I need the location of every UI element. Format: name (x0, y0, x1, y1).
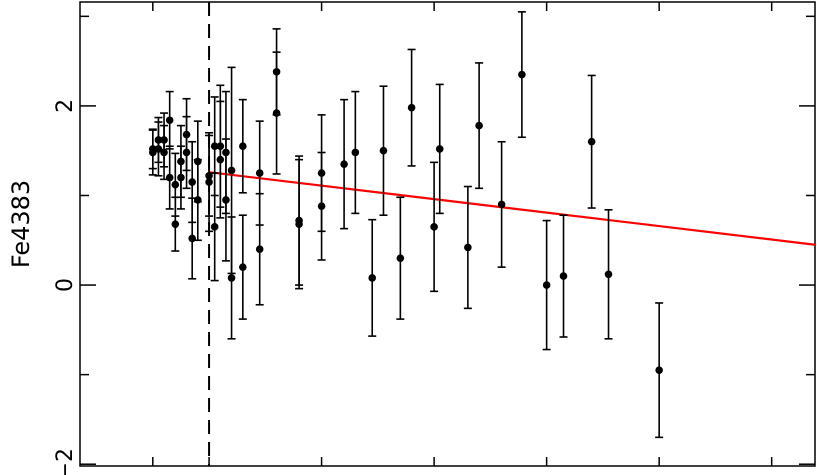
data-point (295, 158, 304, 290)
ytick-label: 2 (53, 99, 78, 113)
data-point (407, 48, 416, 167)
data-point (655, 302, 664, 439)
point-marker (351, 148, 360, 157)
point-marker (587, 137, 596, 146)
data-point (559, 214, 568, 338)
point-marker (396, 254, 405, 262)
data-point (340, 98, 349, 230)
point-marker (210, 223, 219, 231)
point-marker (604, 270, 613, 279)
point-marker (464, 243, 472, 252)
data-point (435, 83, 444, 215)
point-marker (165, 173, 174, 182)
data-point (176, 145, 185, 210)
point-marker (407, 103, 416, 112)
point-marker (227, 274, 236, 282)
point-marker (160, 148, 168, 157)
point-marker (194, 196, 202, 204)
point-marker (317, 202, 326, 211)
point-marker (177, 173, 185, 182)
data-point (255, 192, 264, 306)
point-marker (210, 142, 219, 151)
point-marker (340, 160, 348, 168)
data-point (379, 85, 388, 216)
data-point (193, 158, 202, 242)
point-marker (435, 145, 444, 153)
data-point (497, 140, 506, 268)
point-marker (188, 178, 196, 186)
data-point (351, 90, 360, 215)
ytick-label: −2 (53, 448, 78, 475)
point-marker (255, 169, 264, 177)
data-point (517, 11, 526, 139)
fit-line (208, 171, 816, 246)
point-marker (475, 121, 483, 130)
point-marker (227, 166, 236, 175)
ytick-label: 0 (53, 278, 78, 292)
point-marker (379, 146, 388, 155)
point-marker (559, 272, 568, 280)
data-points (148, 11, 664, 439)
point-marker (430, 223, 438, 231)
data-point (463, 185, 472, 310)
axis-labels: −2 0 2 Fe4383 (7, 99, 78, 475)
data-point (475, 62, 484, 190)
plot-frame (79, 1, 816, 467)
point-marker (188, 234, 196, 243)
point-marker (497, 200, 506, 209)
plot-border (79, 1, 816, 467)
axis-ticks (80, 2, 815, 466)
data-point (154, 121, 163, 177)
point-marker (205, 178, 213, 186)
linear-fit-line (208, 171, 816, 246)
data-point (227, 216, 236, 340)
data-point (165, 145, 174, 210)
data-point (317, 151, 326, 261)
data-point (430, 161, 439, 293)
data-point (160, 124, 169, 181)
point-marker (295, 220, 303, 228)
data-point (210, 172, 219, 282)
point-marker (165, 116, 174, 125)
data-point (604, 209, 613, 340)
point-marker (239, 142, 247, 151)
data-point (188, 197, 197, 280)
point-marker (171, 220, 180, 228)
data-point (396, 196, 405, 320)
data-point (238, 98, 247, 194)
point-marker (171, 180, 180, 189)
data-point (587, 74, 596, 209)
data-point (216, 100, 225, 219)
point-marker (368, 274, 377, 282)
point-marker (154, 145, 163, 153)
data-point (368, 218, 377, 337)
point-marker (518, 70, 526, 79)
point-marker (216, 155, 225, 164)
data-point (171, 196, 180, 252)
data-point (542, 219, 551, 351)
data-point (238, 214, 247, 320)
point-marker (542, 281, 551, 289)
point-marker (255, 245, 264, 254)
data-point (205, 131, 214, 233)
point-marker (182, 148, 191, 157)
y-axis-label: Fe4383 (7, 180, 35, 268)
point-marker (222, 196, 230, 204)
data-point (148, 129, 157, 176)
data-point (272, 51, 281, 175)
point-marker (149, 148, 157, 157)
point-marker (239, 263, 247, 271)
point-marker (655, 366, 663, 374)
point-marker (272, 109, 281, 117)
data-point (182, 115, 191, 190)
data-point (165, 90, 174, 150)
data-point (221, 138, 230, 262)
